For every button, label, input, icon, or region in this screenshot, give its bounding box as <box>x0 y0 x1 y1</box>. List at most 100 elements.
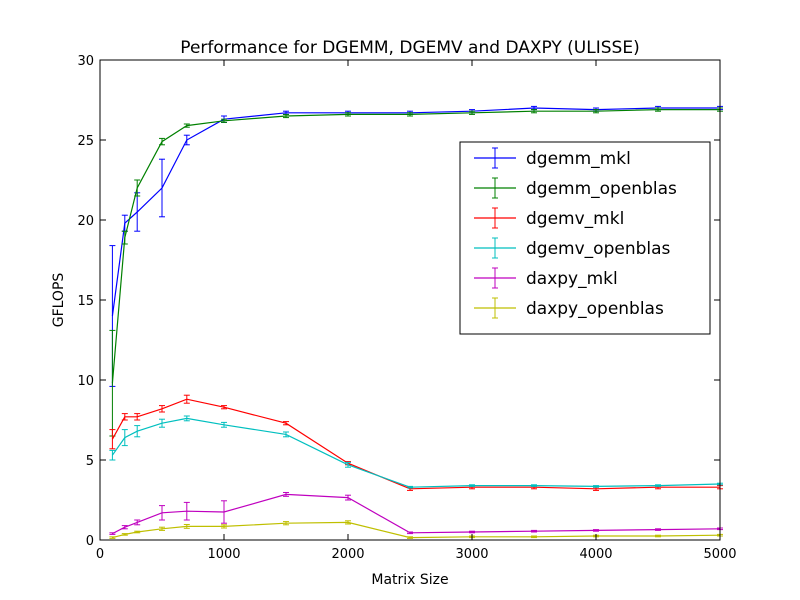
legend-entry-dgemv_mkl: dgemv_mkl <box>474 207 624 229</box>
error-bar <box>531 529 537 533</box>
error-bar <box>655 534 661 538</box>
error-bar <box>109 449 116 461</box>
y-tick-label: 10 <box>77 374 94 389</box>
error-bar <box>345 494 351 501</box>
legend-entry-daxpy_mkl: daxpy_mkl <box>474 267 618 289</box>
error-bar <box>593 485 599 488</box>
series-line-dgemm_openblas <box>111 108 720 384</box>
series-line-dgemv_mkl <box>111 398 720 490</box>
legend: dgemm_mkl dgemm_openblas dgemv_mkl dgemv_op… <box>459 141 711 335</box>
error-bar <box>159 158 165 218</box>
legend-entry-dgemv_openblas: dgemv_openblas <box>474 237 671 259</box>
x-tick-label: 2000 <box>331 547 364 562</box>
error-bar <box>531 109 537 114</box>
error-bar <box>121 429 128 447</box>
error-bar <box>134 413 141 421</box>
series-line-daxpy_mkl <box>112 493 721 535</box>
error-bar <box>407 485 413 489</box>
y-tick-label: 20 <box>77 214 94 229</box>
error-bar <box>531 484 537 487</box>
series-line-daxpy_openblas <box>112 521 721 539</box>
series-line-dgemm_mkl <box>111 107 720 317</box>
error-bar <box>469 110 475 115</box>
y-tick-label: 15 <box>77 294 94 309</box>
axes: 0 1000 2000 3000 4000 5000 0 5 10 15 20 25 30 <box>77 54 736 562</box>
x-tick-label: 5000 <box>703 547 736 562</box>
series-dgemm_openblas <box>109 107 723 437</box>
x-tick-label: 4000 <box>579 547 612 562</box>
error-bar <box>159 505 165 521</box>
error-bar <box>407 531 413 535</box>
error-bar <box>655 528 661 531</box>
y-tick-label: 25 <box>77 134 94 149</box>
series-line-dgemv_openblas <box>111 417 721 488</box>
legend-entry-dgemm_mkl: dgemm_mkl <box>474 147 631 169</box>
error-bar <box>121 525 128 530</box>
error-bar <box>134 179 141 197</box>
error-bar <box>121 533 128 536</box>
legend-label: dgemv_openblas <box>526 239 671 259</box>
legend-entry-dgemm_openblas: dgemm_openblas <box>474 177 677 199</box>
error-bar <box>531 535 537 539</box>
error-bar <box>221 421 227 428</box>
error-bar <box>283 421 289 426</box>
legend-label: dgemm_mkl <box>526 149 631 169</box>
y-tick-label: 5 <box>86 454 94 469</box>
legend-label: daxpy_openblas <box>526 299 664 319</box>
error-bar <box>134 519 141 526</box>
error-bar <box>655 484 661 487</box>
error-bar <box>469 530 475 534</box>
error-bar <box>183 134 190 146</box>
error-bar <box>109 532 116 535</box>
error-bar <box>159 405 165 413</box>
error-bar <box>345 520 351 525</box>
x-axis-label: Matrix Size <box>371 572 448 588</box>
x-tick-label: 1000 <box>207 547 240 562</box>
plot-area <box>109 105 723 539</box>
series-daxpy_mkl <box>109 491 723 535</box>
error-bar <box>407 536 413 539</box>
error-bar <box>345 112 351 117</box>
error-bar <box>109 429 116 450</box>
error-bar <box>469 484 475 487</box>
error-bar <box>283 491 289 497</box>
chart-title: Performance for DGEMM, DGEMV and DAXPY (… <box>180 38 639 58</box>
y-tick-label: 30 <box>77 54 94 69</box>
error-bar <box>283 113 289 119</box>
error-bar <box>655 107 661 112</box>
error-bar <box>183 394 190 404</box>
legend-entry-daxpy_openblas: daxpy_openblas <box>474 297 664 319</box>
error-bar <box>183 523 190 529</box>
series-daxpy_openblas <box>109 520 723 539</box>
error-bar <box>159 418 165 428</box>
error-bar <box>221 118 227 123</box>
error-bar <box>109 536 116 539</box>
x-tick-label: 3000 <box>455 547 488 562</box>
error-bar <box>134 425 141 438</box>
error-bar <box>283 521 289 526</box>
y-tick-label: 0 <box>86 534 94 549</box>
error-bar <box>593 529 599 532</box>
legend-label: dgemv_mkl <box>526 209 624 229</box>
error-bar <box>183 123 190 128</box>
error-bar <box>283 431 289 438</box>
legend-label: dgemm_openblas <box>526 179 677 199</box>
legend-label: daxpy_mkl <box>526 269 618 289</box>
error-bar <box>134 530 141 534</box>
error-bar <box>121 230 128 245</box>
error-bar <box>221 500 227 524</box>
error-bar <box>183 415 190 422</box>
error-bar <box>593 109 599 114</box>
y-axis-label: GFLOPS <box>51 273 67 328</box>
series-dgemv_openblas <box>109 415 723 489</box>
error-bar <box>221 405 227 410</box>
error-bar <box>183 501 190 521</box>
error-bar <box>407 112 413 117</box>
error-bar <box>159 137 165 146</box>
error-bar <box>159 526 165 531</box>
error-bar <box>221 524 227 529</box>
error-bar <box>121 413 128 421</box>
x-tick-label: 0 <box>96 547 104 562</box>
error-bar <box>345 461 351 468</box>
